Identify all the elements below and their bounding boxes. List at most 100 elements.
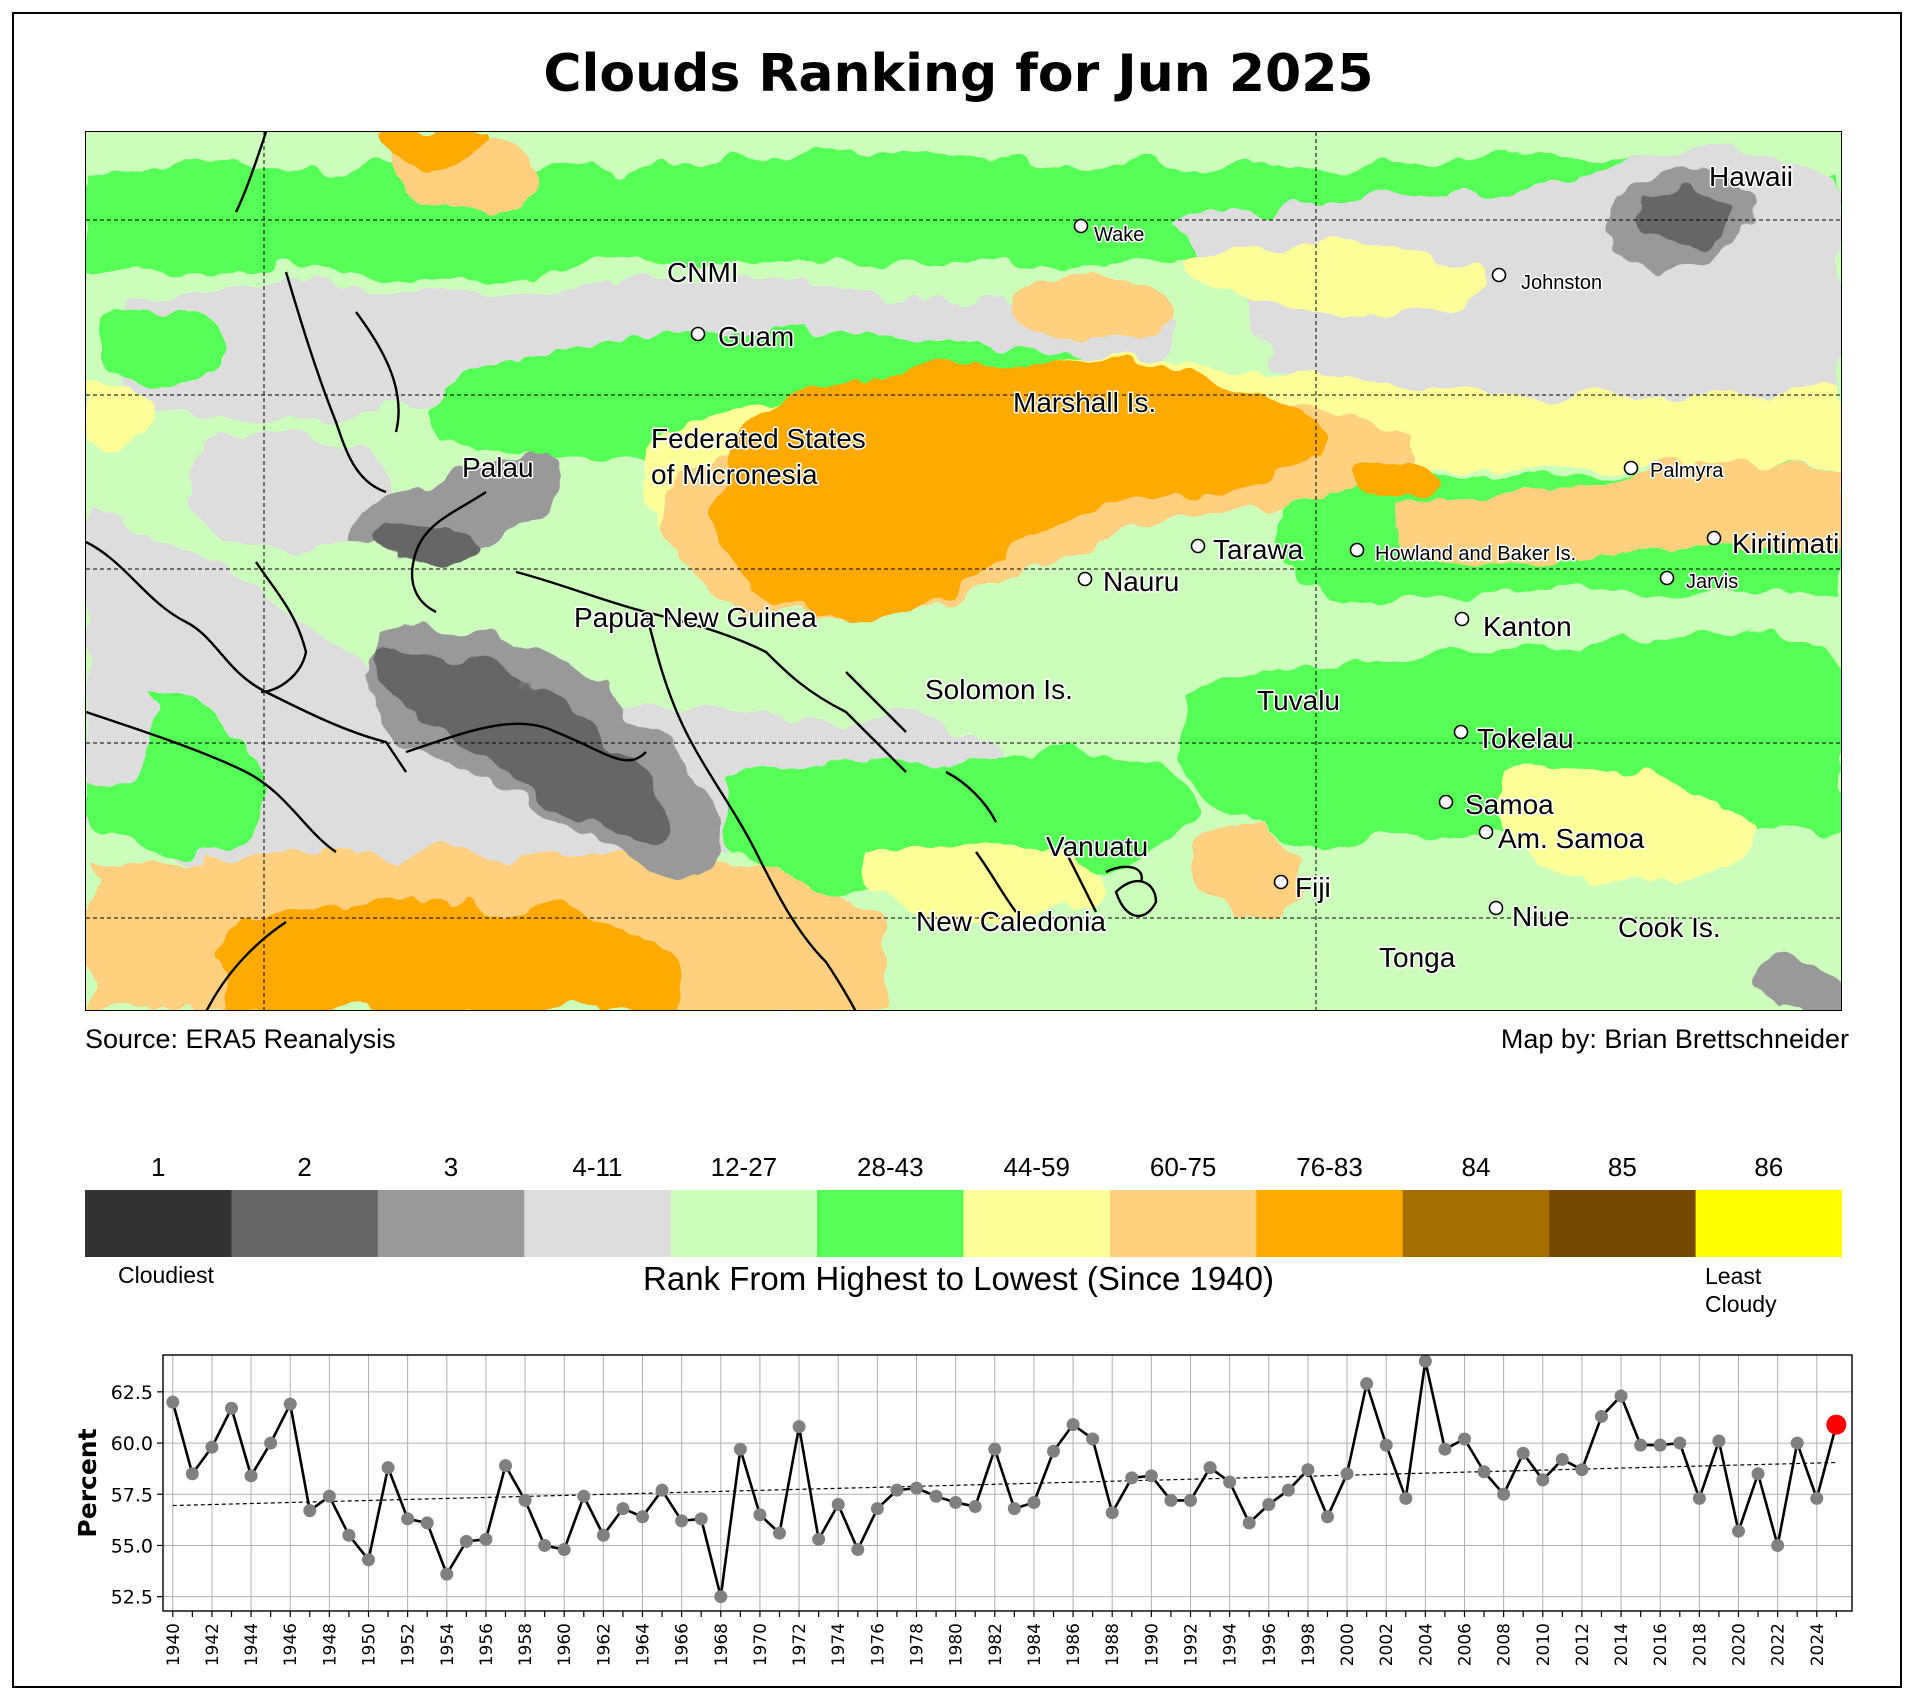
y-axis-label: Percent [73,1428,102,1537]
data-point [851,1543,865,1557]
rank-region [722,747,1197,894]
coastline [86,540,407,773]
data-point [1086,1432,1100,1446]
x-tick-label: 1944 [242,1623,262,1666]
coastline [1114,880,1158,918]
map-label: Johnston [1521,272,1602,294]
data-point [1673,1436,1687,1450]
colorbar-rank-label: 85 [1607,1152,1637,1182]
colorbar-right-label: Least Cloudy [1705,1262,1777,1318]
data-point [949,1495,963,1509]
map-label: Federated States [651,423,866,454]
data-point [518,1493,532,1507]
data-point [420,1516,434,1530]
rank-region [1640,189,1737,251]
colorbar-swatch [1695,1190,1842,1257]
chart-grid [163,1355,1852,1611]
data-point [1731,1524,1745,1538]
x-tick-label: 1948 [320,1623,340,1666]
map-label: CNMI [667,257,739,288]
rank-region [1386,462,1841,565]
data-point [1262,1498,1276,1512]
data-point [890,1483,904,1497]
rank-region [1186,243,1483,318]
rank-region [373,132,488,171]
rank-region [862,841,1110,922]
rank-region [346,452,563,549]
map-label: Tonga [1379,942,1456,973]
coastline [644,611,857,1010]
data-point [1634,1438,1648,1452]
y-tick-label: 57.5 [111,1484,153,1506]
colorbar-rank-label: 1 [150,1152,166,1182]
rank-region [102,310,222,381]
data-point [1223,1475,1237,1489]
data-point [968,1500,982,1514]
x-tick-label: 1998 [1299,1623,1319,1666]
map-label: Tuvalu [1257,685,1340,716]
location-marker [1349,542,1365,558]
location-marker [1659,570,1675,586]
coastline [86,710,337,853]
data-point [1516,1446,1530,1460]
credit-note: Map by: Brian Brettschneider [1500,1024,1849,1054]
data-point [224,1401,238,1415]
rank-region [718,361,1319,619]
data-point [1771,1538,1785,1552]
data-point [1418,1354,1432,1368]
colorbar-swatch [231,1190,379,1257]
coastline [355,311,400,433]
rank-region [1016,271,1168,345]
data-point [381,1461,395,1475]
map-label: Wake [1094,224,1144,246]
colorbar-rank-label: 2 [297,1152,312,1182]
rank-region [374,650,668,843]
x-tick-label: 1996 [1260,1623,1280,1666]
colorbar-rank-label: 28-43 [857,1152,924,1182]
data-point [1340,1467,1354,1481]
colorbar [85,1190,1842,1257]
colorbar-swatch [1109,1190,1257,1257]
location-marker [1190,538,1206,554]
x-tick-label: 1986 [1064,1623,1084,1666]
location-marker [1478,824,1494,840]
rank-region [1190,830,1308,918]
data-point [1810,1491,1824,1505]
data-point [205,1440,219,1454]
x-tick-label: 1982 [986,1623,1006,1666]
coastline [284,271,387,494]
colorbar-rank-label: 12-27 [710,1152,778,1182]
map-label: Papua New Guinea [574,602,817,633]
data-point [1653,1438,1667,1452]
data-point [1438,1442,1452,1456]
data-point [498,1459,512,1473]
x-tick-label: 1992 [1181,1623,1201,1666]
colorbar-rank-label: 76-83 [1296,1152,1363,1182]
data-point [244,1469,258,1483]
colorbar-left-label: Cloudiest [118,1262,214,1288]
data-point [1692,1491,1706,1505]
map-label: Solomon Is. [925,674,1073,705]
x-tick-label: 1990 [1142,1623,1162,1666]
data-point [812,1532,826,1546]
colorbar-swatch [817,1190,964,1257]
data-point [792,1420,806,1434]
y-tick-label: 52.5 [111,1587,153,1609]
map-label: Jarvis [1686,571,1738,593]
data-point [988,1442,1002,1456]
coastline [515,570,907,773]
data-point [870,1502,884,1516]
map-label: Kanton [1483,611,1572,642]
map-label: Tarawa [1213,534,1304,565]
colorbar-swatch [1549,1190,1697,1257]
data-point [303,1504,317,1518]
data-point [166,1395,180,1409]
colorbar-swatch [1402,1190,1550,1257]
data-point [1301,1463,1315,1477]
colorbar-swatch [524,1190,672,1257]
x-tick-label: 1974 [829,1623,849,1666]
coastline [205,921,287,1010]
x-tick-label: 2022 [1769,1623,1789,1666]
data-point [929,1489,943,1503]
x-tick-label: 2016 [1651,1623,1671,1666]
